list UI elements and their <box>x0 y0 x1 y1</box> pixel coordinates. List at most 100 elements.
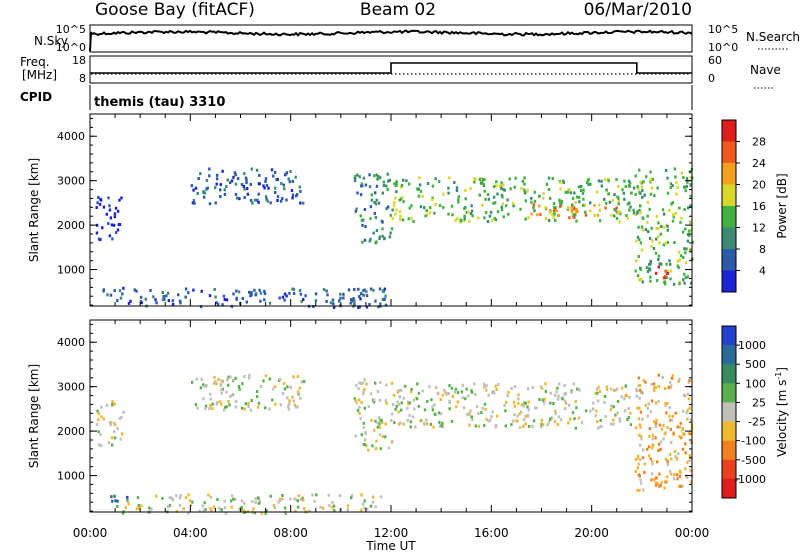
data-cell <box>255 168 259 172</box>
data-cell <box>572 213 576 217</box>
data-cell <box>664 480 667 484</box>
data-cell <box>669 380 672 384</box>
data-cell <box>626 216 630 220</box>
data-cell <box>295 405 298 409</box>
data-cell <box>617 199 620 203</box>
data-cell <box>650 226 653 230</box>
data-cell <box>228 403 231 407</box>
data-cell <box>677 266 680 270</box>
data-cell <box>302 380 306 383</box>
data-cell <box>510 423 513 427</box>
data-cell <box>672 477 676 481</box>
colorbar-tick-label: -500 <box>741 454 766 467</box>
data-cell <box>639 210 642 214</box>
data-cell <box>218 506 221 510</box>
data-cell <box>393 421 396 425</box>
data-cell <box>595 409 598 413</box>
data-cell <box>469 409 472 413</box>
data-cell <box>648 427 652 431</box>
data-cell <box>354 174 357 178</box>
data-cell <box>688 454 691 458</box>
data-cell <box>673 450 677 453</box>
data-cell <box>421 389 424 393</box>
data-cell <box>360 182 364 186</box>
data-cell <box>464 197 467 201</box>
data-cell <box>542 423 545 427</box>
data-cell <box>558 198 561 202</box>
data-cell <box>632 211 636 215</box>
data-cell <box>350 493 354 497</box>
data-cell <box>620 395 623 399</box>
data-cell <box>549 417 552 421</box>
data-cell <box>483 189 486 193</box>
data-cell <box>396 400 399 404</box>
data-cell <box>208 202 212 206</box>
data-cell <box>544 217 548 220</box>
data-cell <box>168 496 171 500</box>
data-cell <box>523 191 527 195</box>
data-cell <box>647 454 651 458</box>
data-cell <box>681 432 685 436</box>
data-cell <box>457 195 460 199</box>
y-tick-label: 3000 <box>57 175 85 188</box>
colorbar-segment <box>722 184 736 207</box>
data-cell <box>375 198 378 202</box>
data-cell <box>178 299 182 303</box>
data-cell <box>297 494 300 498</box>
data-cell <box>593 204 596 207</box>
data-cell <box>163 297 166 301</box>
data-cell <box>276 199 279 202</box>
data-cell <box>616 411 619 415</box>
data-cell <box>122 410 125 414</box>
data-cell <box>487 419 490 423</box>
data-cell <box>204 404 208 408</box>
data-cell <box>221 380 224 384</box>
data-cell <box>577 416 581 420</box>
data-cell <box>639 478 642 482</box>
data-cell <box>636 185 639 189</box>
data-cell <box>619 212 622 216</box>
data-cell <box>541 398 544 402</box>
data-cell <box>374 299 377 303</box>
data-cell <box>651 434 655 437</box>
data-cell <box>349 301 352 305</box>
data-cell <box>647 402 650 406</box>
data-cell <box>264 180 267 183</box>
data-cell <box>604 415 607 419</box>
data-cell <box>461 396 464 400</box>
data-cell <box>257 192 260 196</box>
data-cell <box>107 441 111 445</box>
data-cell <box>469 212 473 215</box>
data-cell <box>364 225 367 228</box>
data-cell <box>371 500 375 504</box>
data-cell <box>368 185 372 189</box>
data-cell <box>543 401 546 405</box>
data-cell <box>473 177 476 181</box>
data-cell <box>666 191 670 195</box>
data-cell <box>308 509 311 513</box>
data-cell <box>496 210 500 214</box>
data-cell <box>379 418 382 422</box>
data-cell <box>120 196 123 200</box>
data-cell <box>681 256 685 259</box>
data-cell <box>540 422 543 426</box>
data-cell <box>227 383 230 387</box>
data-cell <box>269 201 272 205</box>
data-cell <box>632 186 636 190</box>
noise-tick-top-right: 10^5 <box>708 23 738 36</box>
data-cell <box>375 173 378 177</box>
data-cell <box>202 508 206 512</box>
data-cell <box>623 197 626 201</box>
data-cell <box>635 389 638 393</box>
colorbar-segment <box>722 478 736 499</box>
data-cell <box>576 210 579 213</box>
data-cell <box>370 193 373 197</box>
data-cell <box>573 417 576 421</box>
data-cell <box>551 212 554 216</box>
data-cell <box>384 294 387 298</box>
data-cell <box>655 460 659 464</box>
data-cell <box>209 392 212 396</box>
data-cell <box>353 302 356 306</box>
data-cell <box>278 296 281 300</box>
data-cell <box>689 175 692 179</box>
